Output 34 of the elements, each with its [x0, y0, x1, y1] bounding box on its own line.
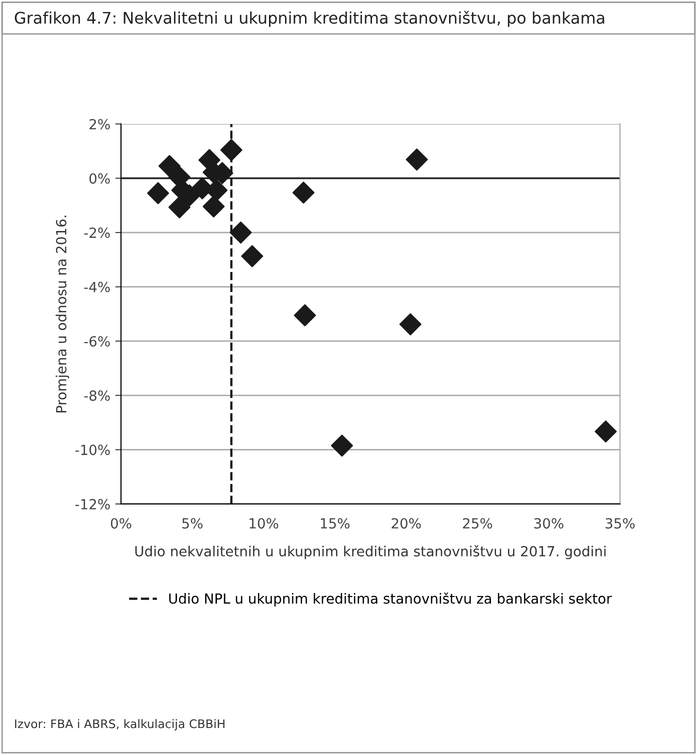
y-tick-label: -6% — [84, 336, 110, 347]
x-tick-label: 15% — [320, 518, 350, 529]
point — [147, 182, 170, 204]
chart-title: Grafikon 4.7: Nekvalitetni u ukupnim kreditima stanovništvu, po bankama — [14, 10, 604, 27]
y-tick-label: -12% — [75, 498, 110, 510]
y-tick-label: -4% — [84, 282, 110, 292]
y-axis-title: Promjena u odnosu na 2016. — [56, 216, 70, 412]
y-tick-label: 0% — [89, 173, 110, 184]
point — [594, 420, 617, 442]
point — [220, 139, 242, 162]
point — [406, 148, 428, 171]
x-tick-label: 5% — [182, 518, 203, 529]
point — [330, 434, 353, 457]
x-axis-title: Udio nekvalitetnih u ukupnim kreditima stanovništvu u 2017. godini — [135, 545, 606, 560]
point — [399, 313, 422, 336]
point — [294, 304, 316, 326]
x-tick-label: 25% — [463, 518, 492, 529]
x-tick-label: 35% — [606, 518, 635, 529]
x-tick-label: 0% — [110, 518, 132, 529]
y-tick-label: 2% — [90, 118, 110, 130]
point — [158, 155, 180, 178]
y-tick-label: -10% — [75, 444, 110, 456]
x-tick-label: 10% — [250, 518, 278, 529]
point — [202, 195, 225, 218]
point — [168, 196, 190, 218]
x-tick-label: 20% — [392, 518, 421, 529]
legend-label: Udio NPL u ukupnim kreditima stanovništvu za bankarski sektor — [169, 592, 612, 606]
text: Izvor: FBA i ABRS, kalkulacija CBBiH — [15, 719, 224, 731]
y-tick-label: -8% — [84, 390, 110, 401]
x-tick-label: 30% — [534, 518, 564, 529]
point — [292, 182, 314, 204]
y-tick-label: -2% — [84, 228, 110, 238]
point — [230, 222, 252, 244]
point — [241, 245, 264, 268]
